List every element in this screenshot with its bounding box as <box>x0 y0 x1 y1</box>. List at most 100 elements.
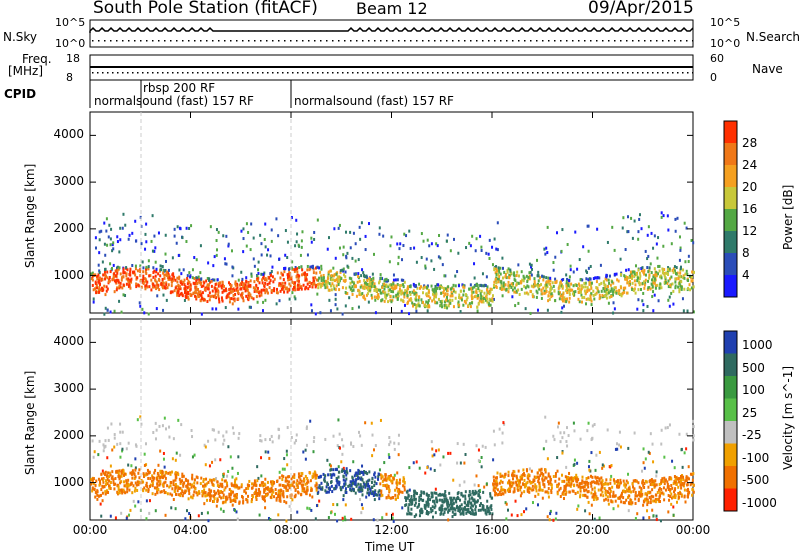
power-cell <box>332 266 335 270</box>
velocity-cell <box>663 455 666 459</box>
power-cell <box>227 242 230 246</box>
power-cell <box>97 280 100 284</box>
velocity-cell <box>581 479 584 483</box>
velocity-cell <box>233 480 236 484</box>
velocity-cell <box>208 488 211 492</box>
power-cell <box>533 280 536 284</box>
velocity-cell <box>547 474 550 478</box>
velocity-cell <box>225 430 228 434</box>
velocity-cell <box>403 481 406 485</box>
velocity-cell <box>169 484 172 488</box>
velocity-cell <box>509 483 512 487</box>
velocity-cell <box>595 481 598 485</box>
velocity-cell <box>439 463 442 467</box>
velocity-cell <box>143 486 146 490</box>
velocity-cell <box>172 437 175 441</box>
power-cell <box>612 293 615 297</box>
velocity-cell <box>596 497 599 501</box>
velocity-cell <box>495 486 498 490</box>
velocity-cell <box>474 489 477 493</box>
power-cell <box>670 291 673 295</box>
power-cell <box>480 249 483 253</box>
velocity-cell <box>431 454 434 458</box>
power-cell <box>440 285 443 289</box>
velocity-cell <box>648 495 651 499</box>
velocity-cell <box>510 513 513 517</box>
power-cell <box>301 273 304 277</box>
velocity-cell <box>99 502 102 506</box>
power-cell <box>269 254 272 258</box>
power-cell <box>139 264 142 268</box>
power-cell <box>126 268 129 272</box>
power-cell <box>480 284 483 288</box>
power-cell <box>107 279 110 283</box>
velocity-cell <box>477 448 480 452</box>
velocity-cell <box>330 484 333 488</box>
power-cell <box>550 285 553 289</box>
velocity-cell <box>686 488 689 492</box>
power-cell <box>109 243 112 247</box>
velocity-cell <box>109 514 112 518</box>
power-cell <box>621 226 624 230</box>
nave-dot <box>427 72 429 74</box>
velocity-cell <box>404 503 407 507</box>
velocity-cell <box>564 486 567 490</box>
velocity-cell <box>217 492 220 496</box>
power-cell <box>390 283 393 287</box>
power-cell <box>360 293 363 297</box>
power-cell <box>173 227 176 231</box>
velocity-cell <box>191 473 194 477</box>
nsearch-dot <box>152 40 154 42</box>
power-cell <box>131 231 134 235</box>
power-cell <box>427 299 430 303</box>
velocity-cell <box>447 510 450 514</box>
power-cell <box>279 289 282 293</box>
velocity-cell <box>359 477 362 481</box>
power-cell <box>276 271 279 275</box>
nave-dot <box>277 72 279 74</box>
power-cell <box>256 274 259 278</box>
velocity-cell <box>388 478 391 482</box>
power-cell <box>397 255 400 259</box>
power-cell <box>119 226 122 230</box>
power-cell <box>167 271 170 275</box>
power-cell <box>241 295 244 299</box>
velocity-cell <box>692 425 695 429</box>
velocity-cell <box>418 502 421 506</box>
velocity-cell <box>671 486 674 490</box>
power-cell <box>365 286 368 290</box>
power-cell <box>152 266 155 270</box>
velocity-cell <box>690 481 693 485</box>
power-cell <box>443 274 446 278</box>
velocity-cell <box>384 473 387 477</box>
velocity-cell <box>161 473 164 477</box>
power-cell <box>518 274 521 278</box>
power-cell <box>244 286 247 290</box>
power-cell <box>675 266 678 270</box>
velocity-cell <box>553 438 556 442</box>
power-cell <box>262 276 265 280</box>
station-title: South Pole Station (fitACF) <box>93 0 318 18</box>
power-cell <box>577 282 580 286</box>
velocity-cell <box>493 443 496 447</box>
power-cell <box>406 291 409 295</box>
nsearch-dot <box>224 40 226 42</box>
power-cell <box>315 278 318 282</box>
velocity-cell <box>359 498 362 502</box>
power-cell <box>186 286 189 290</box>
power-cell <box>672 270 675 274</box>
power-cell <box>114 280 117 284</box>
velocity-cell <box>207 493 210 497</box>
power-cell <box>538 284 541 288</box>
nave-dot <box>147 72 149 74</box>
power-cell <box>225 234 228 238</box>
velocity-cell <box>436 500 439 504</box>
power-cell <box>392 287 395 291</box>
velocity-cell <box>285 501 288 505</box>
power-cell <box>554 280 557 284</box>
velocity-cell <box>663 482 666 486</box>
power-cell <box>562 304 565 308</box>
velocity-cell <box>381 493 384 497</box>
velocity-cell <box>668 498 671 502</box>
power-cell <box>315 271 318 275</box>
